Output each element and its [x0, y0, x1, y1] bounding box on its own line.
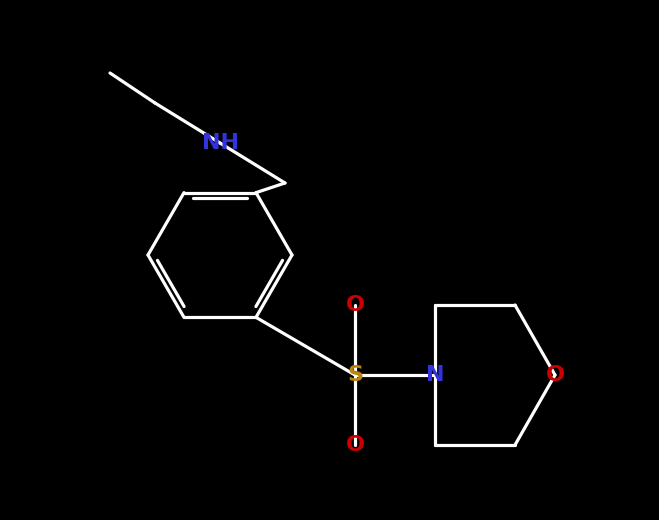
- Text: O: O: [345, 435, 364, 455]
- Text: O: O: [546, 365, 565, 385]
- Text: S: S: [347, 365, 363, 385]
- Text: N: N: [426, 365, 444, 385]
- Text: NH: NH: [202, 133, 239, 153]
- Text: O: O: [345, 295, 364, 315]
